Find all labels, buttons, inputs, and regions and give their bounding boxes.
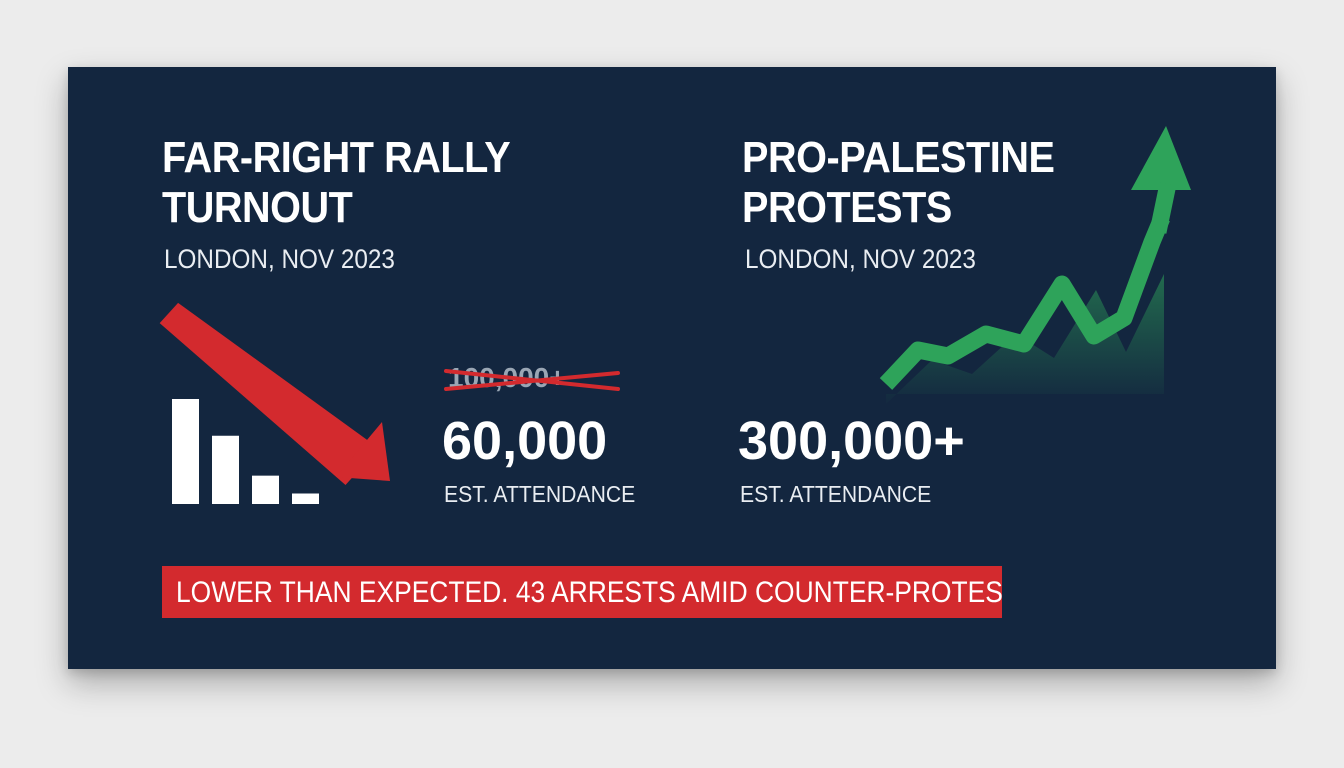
left-figure-caption: EST. ATTENDANCE bbox=[444, 481, 636, 507]
right-figure: 300,000+ bbox=[738, 411, 965, 471]
decline-bar-3 bbox=[252, 475, 279, 504]
decline-bar-2 bbox=[212, 435, 239, 504]
left-location: LONDON, NOV 2023 bbox=[164, 244, 395, 274]
infographic-card: FAR-RIGHT RALLY TURNOUT LONDON, NOV 2023… bbox=[68, 67, 1276, 669]
summary-banner: LOWER THAN EXPECTED. 43 ARRESTS AMID COU… bbox=[162, 566, 1002, 618]
decline-bar-chart bbox=[172, 399, 319, 504]
growth-line bbox=[879, 214, 1170, 390]
growth-arrowhead bbox=[1131, 126, 1191, 190]
right-title-line1: PRO-PALESTINE bbox=[742, 133, 1055, 182]
right-title: PRO-PALESTINE PROTESTS bbox=[742, 133, 1055, 233]
up-arrow-icon bbox=[879, 126, 1191, 404]
left-figure: 60,000 bbox=[442, 411, 608, 471]
strikethrough-mark bbox=[444, 369, 620, 391]
summary-banner-text: LOWER THAN EXPECTED. 43 ARRESTS AMID COU… bbox=[176, 576, 1002, 609]
decline-bar-1 bbox=[172, 399, 199, 504]
decline-bar-4 bbox=[292, 493, 319, 504]
right-location: LONDON, NOV 2023 bbox=[745, 244, 976, 274]
growth-area-fill bbox=[886, 274, 1164, 404]
right-figure-caption: EST. ATTENDANCE bbox=[740, 481, 932, 507]
right-title-line2: PROTESTS bbox=[742, 183, 952, 232]
left-title-line1: FAR-RIGHT RALLY bbox=[162, 133, 511, 182]
left-title-line2: TURNOUT bbox=[162, 183, 353, 232]
left-title: FAR-RIGHT RALLY TURNOUT bbox=[162, 133, 511, 233]
down-arrow-icon bbox=[159, 302, 390, 485]
